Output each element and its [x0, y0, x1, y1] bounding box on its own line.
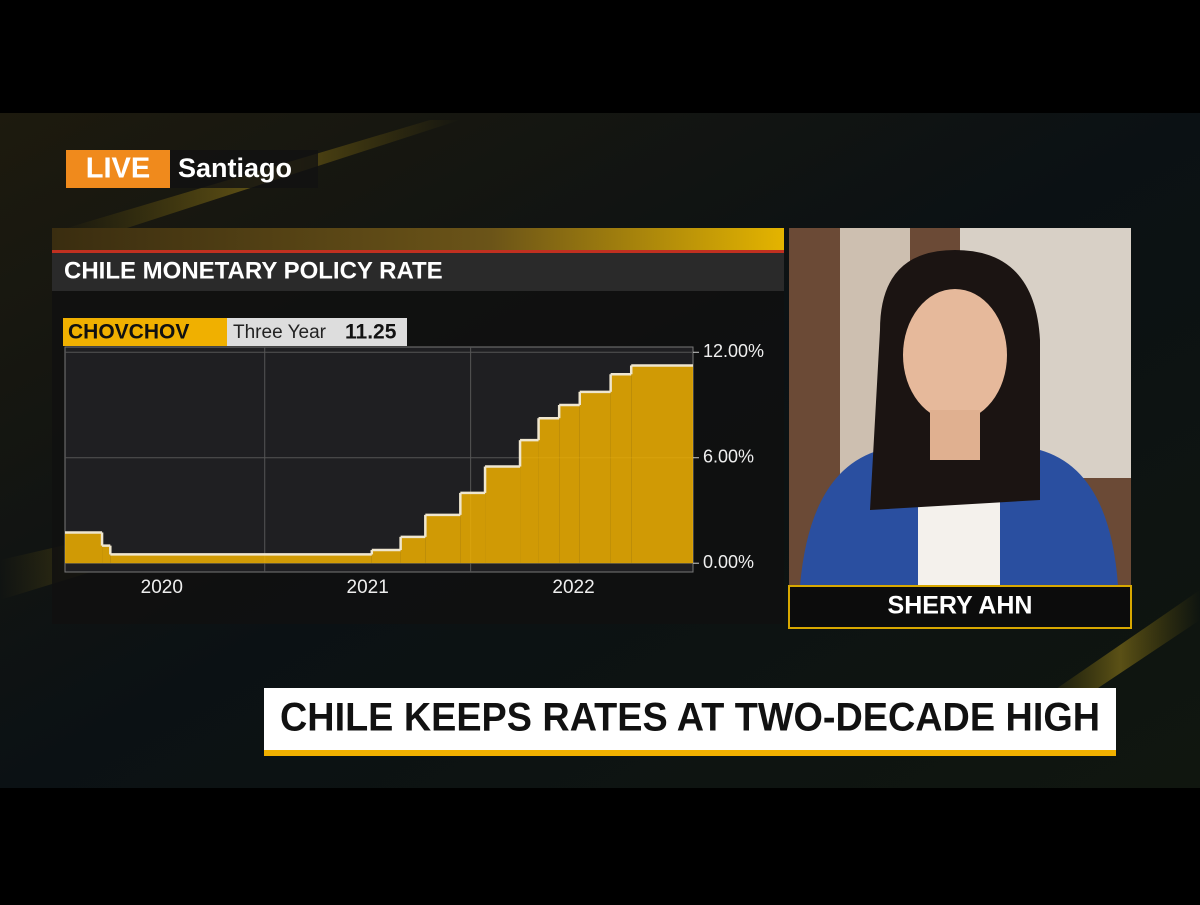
- area-step: [631, 365, 693, 564]
- last-value: 11.25: [345, 321, 397, 344]
- area-step: [371, 550, 401, 564]
- name-plate: [788, 585, 1132, 629]
- headline: CHILE KEEPS RATES AT TWO-DECADE HIGH: [280, 696, 1100, 740]
- plot: 0.00% 6.00% 12.00% 2020 2021 2022: [64, 341, 764, 598]
- area-step: [65, 532, 103, 564]
- ticker-info: [227, 318, 407, 346]
- x-tick-label: 2020: [141, 577, 183, 598]
- location-box: [170, 150, 318, 188]
- y-tick-label: 6.00%: [703, 446, 754, 466]
- headline-box: [264, 688, 1116, 750]
- light-streak: [1040, 590, 1200, 700]
- x-tick-label: 2022: [552, 577, 594, 598]
- anchor-name: SHERY AHN: [888, 592, 1033, 620]
- ticker-badge: [63, 318, 227, 346]
- y-tick-label: 12.00%: [703, 341, 764, 361]
- title-bar: [52, 253, 784, 291]
- anchor-neck: [930, 410, 980, 460]
- area-step: [538, 418, 560, 564]
- anchor-shirt: [918, 500, 1000, 586]
- ticker: CHOVCHOV: [68, 321, 189, 344]
- chart-band-line: [52, 250, 784, 253]
- anchor-face: [903, 289, 1007, 421]
- x-tick-label: 2021: [347, 577, 389, 598]
- headline-underline: [264, 750, 1116, 756]
- area-step: [110, 554, 372, 564]
- live-label: LIVE: [86, 153, 150, 185]
- location: Santiago: [178, 153, 292, 183]
- area-step: [520, 440, 539, 564]
- area-step: [460, 492, 486, 564]
- area-step: [610, 374, 632, 564]
- y-tick-label: 0.00%: [703, 552, 754, 572]
- area-step: [559, 405, 580, 564]
- period: Three Year: [233, 322, 327, 343]
- area-step: [425, 514, 461, 564]
- area-step: [400, 536, 426, 564]
- chart-title: CHILE MONETARY POLICY RATE: [64, 257, 443, 284]
- area-step: [102, 545, 111, 564]
- area-step: [485, 466, 521, 564]
- live-badge: [66, 150, 170, 188]
- area-step: [579, 391, 611, 564]
- chart-band: [52, 228, 784, 250]
